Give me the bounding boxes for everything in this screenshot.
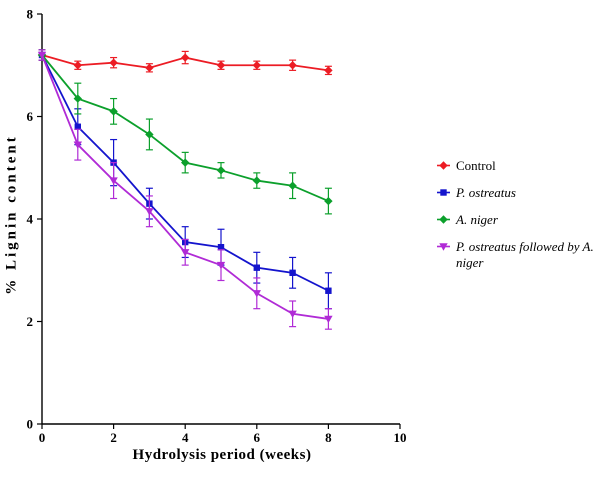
data-point-marker: [216, 261, 226, 270]
data-point-marker: [145, 130, 154, 139]
legend-label: P. ostreatus followed by A. niger: [456, 239, 594, 270]
data-point-marker: [73, 141, 82, 149]
data-point-marker: [252, 290, 261, 298]
y-tick-label: 4: [27, 212, 34, 227]
x-tick-label: 2: [110, 430, 117, 445]
data-point-marker: [289, 269, 296, 277]
data-point-marker: [288, 61, 297, 70]
legend-marker-icon: [437, 215, 450, 224]
data-point-marker: [109, 58, 118, 67]
legend-marker-combo: [437, 240, 450, 253]
legend-item-control: Control: [437, 158, 602, 174]
data-point-marker: [109, 107, 118, 116]
data-point-marker: [145, 63, 154, 73]
data-point-marker: [37, 51, 47, 60]
legend-item-p-ostreatus: P. ostreatus: [437, 185, 602, 201]
data-point-marker: [325, 287, 332, 294]
y-tick-label: 0: [27, 417, 34, 432]
data-point-marker: [73, 61, 82, 70]
legend-marker-control: [437, 159, 450, 172]
data-point-marker: [109, 177, 118, 185]
data-point-marker: [73, 94, 82, 103]
data-point-marker: [216, 61, 226, 70]
legend-label: A. niger: [456, 212, 498, 227]
legend-marker-p-ostreatus: [437, 186, 450, 199]
legend: Control P. ostreatus A. niger P. ostreat…: [437, 158, 602, 282]
data-point-marker: [324, 66, 333, 75]
x-axis-label: Hydrolysis period (weeks): [132, 447, 312, 463]
y-tick-label: 8: [27, 7, 34, 22]
legend-marker-icon: [437, 243, 450, 251]
y-tick-label: 6: [27, 109, 34, 124]
data-point-marker: [324, 315, 333, 324]
data-point-marker: [145, 208, 154, 216]
legend-item-a-niger: A. niger: [437, 212, 602, 228]
x-tick-label: 10: [394, 430, 407, 445]
x-tick-label: 8: [325, 430, 332, 445]
legend-label: P. ostreatus: [456, 185, 516, 200]
data-point-marker: [253, 264, 260, 271]
x-tick-label: 4: [182, 430, 189, 445]
data-point-marker: [181, 53, 190, 62]
x-tick-label: 6: [254, 430, 261, 445]
x-tick-label: 0: [39, 430, 46, 445]
legend-marker-icon: [437, 161, 450, 170]
data-point-marker: [288, 310, 297, 319]
data-point-marker: [252, 61, 261, 70]
y-tick-label: 2: [27, 314, 34, 329]
y-axis-label: % Lignin content: [3, 134, 20, 295]
data-point-marker: [74, 123, 81, 130]
legend-marker-icon: [437, 189, 450, 196]
legend-label: Control: [456, 158, 496, 173]
legend-item-combo: P. ostreatus followed by A. niger: [437, 239, 602, 271]
data-point-marker: [324, 196, 333, 206]
series-line-3: [41, 54, 329, 320]
data-point-marker: [288, 181, 297, 190]
data-point-marker: [252, 176, 261, 185]
data-point-marker: [216, 166, 226, 175]
legend-marker-a-niger: [437, 213, 450, 226]
series-line-2: [41, 54, 329, 202]
data-point-marker: [181, 158, 190, 167]
data-point-marker: [181, 249, 190, 257]
data-point-marker: [217, 243, 225, 251]
